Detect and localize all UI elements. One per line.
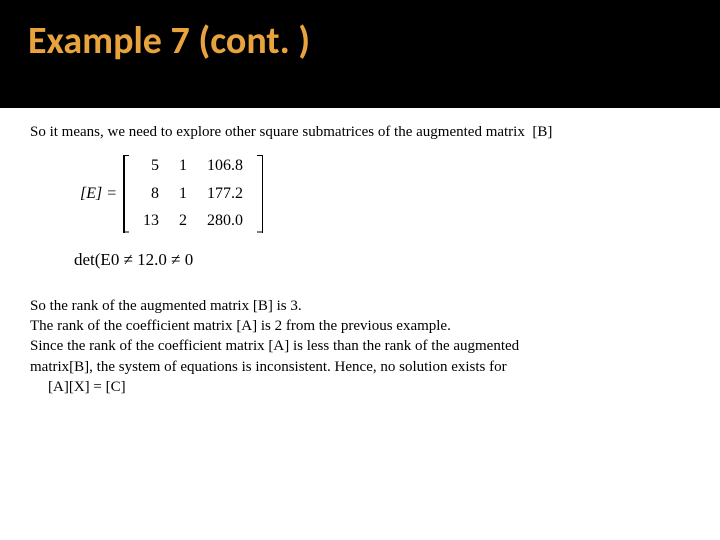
intro-paragraph: So it means, we need to explore other sq…	[30, 122, 690, 142]
matrix-cell: 1	[169, 180, 197, 208]
table-row: 8 1 177.2	[133, 180, 253, 208]
symbol-b-2: [B]	[253, 298, 273, 314]
matrix-cell: 8	[133, 180, 169, 208]
line2-a: The rank of the coefficient matrix	[30, 318, 233, 334]
matrix-e-row: [E] = 5 1 106.8 8 1 177.2 13 2 280.0	[80, 152, 690, 235]
conclusion-paragraph: So the rank of the augmented matrix [B] …	[30, 296, 690, 397]
line1-a: So the rank of the augmented matrix	[30, 298, 249, 314]
matrix-cell: 1	[169, 152, 197, 180]
matrix-e-label: [E] =	[80, 183, 117, 205]
line1-b: is 3.	[277, 298, 302, 314]
symbol-b-1-val: [B]	[532, 124, 552, 140]
symbol-a-2: [A]	[268, 338, 289, 354]
slide-header: Example 7 (cont. )	[0, 0, 720, 108]
matrix-cell: 280.0	[197, 207, 253, 235]
right-bracket-icon	[255, 155, 263, 233]
table-row: 5 1 106.8	[133, 152, 253, 180]
left-bracket-icon	[123, 155, 131, 233]
line4-b: , the system of equations is inconsisten…	[89, 359, 506, 375]
symbol-a-1: [A]	[236, 318, 257, 334]
slide-content: So it means, we need to explore other sq…	[0, 108, 720, 397]
matrix-e-block: [E] = 5 1 106.8 8 1 177.2 13 2 280.0	[80, 152, 690, 235]
intro-text: So it means, we need to explore other sq…	[30, 124, 525, 140]
slide-title: Example 7 (cont. )	[28, 18, 692, 64]
matrix-cell: 2	[169, 207, 197, 235]
line3-a: Since the rank of the coefficient matrix	[30, 338, 268, 354]
table-row: 13 2 280.0	[133, 207, 253, 235]
symbol-axc: [A][X] = [C]	[48, 379, 126, 395]
matrix-cell: 106.8	[197, 152, 253, 180]
matrix-cell: 177.2	[197, 180, 253, 208]
matrix-e-table: 5 1 106.8 8 1 177.2 13 2 280.0	[133, 152, 253, 235]
matrix-cell: 5	[133, 152, 169, 180]
matrix-cell: 13	[133, 207, 169, 235]
line2-b: is 2 from the previous example.	[261, 318, 451, 334]
line3-b: is less than the rank of the augmented	[293, 338, 519, 354]
symbol-b-3: [B]	[69, 359, 89, 375]
determinant-line: det(E0 ≠ 12.0 ≠ 0	[74, 249, 690, 272]
line4-a: matrix	[30, 359, 69, 375]
